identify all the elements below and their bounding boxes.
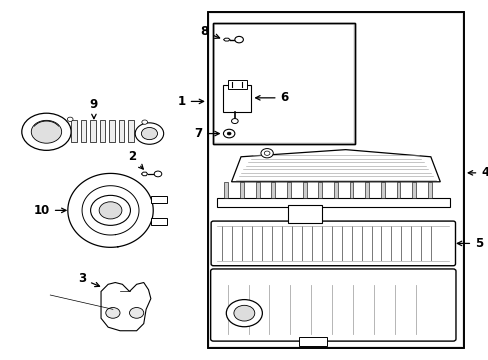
Circle shape xyxy=(99,202,122,219)
Text: 4: 4 xyxy=(468,166,488,179)
Polygon shape xyxy=(119,120,124,143)
Polygon shape xyxy=(141,172,147,176)
Bar xyxy=(288,205,321,223)
Polygon shape xyxy=(90,120,96,143)
Circle shape xyxy=(261,149,273,158)
Circle shape xyxy=(154,171,162,177)
Circle shape xyxy=(135,123,163,144)
Circle shape xyxy=(142,120,147,124)
Polygon shape xyxy=(365,182,368,198)
Text: 1: 1 xyxy=(177,95,203,108)
Text: 2: 2 xyxy=(127,150,143,169)
Bar xyxy=(207,12,463,348)
Text: 3: 3 xyxy=(78,273,100,287)
Polygon shape xyxy=(380,182,384,198)
Polygon shape xyxy=(240,182,244,198)
Polygon shape xyxy=(100,120,105,143)
Circle shape xyxy=(141,127,157,140)
Polygon shape xyxy=(68,174,153,247)
Circle shape xyxy=(90,195,130,225)
Polygon shape xyxy=(396,182,400,198)
Polygon shape xyxy=(151,217,167,225)
Polygon shape xyxy=(333,182,337,198)
Polygon shape xyxy=(81,120,86,143)
Text: 8: 8 xyxy=(200,25,219,39)
Polygon shape xyxy=(286,182,290,198)
Circle shape xyxy=(233,305,254,321)
Circle shape xyxy=(129,307,143,318)
Circle shape xyxy=(105,307,120,318)
Polygon shape xyxy=(224,182,228,198)
Polygon shape xyxy=(71,120,77,143)
Polygon shape xyxy=(217,198,449,207)
Circle shape xyxy=(234,36,243,43)
Bar xyxy=(298,337,326,346)
Text: 10: 10 xyxy=(34,204,66,217)
Bar xyxy=(212,23,354,144)
Circle shape xyxy=(226,300,262,327)
Circle shape xyxy=(231,118,238,123)
Bar xyxy=(207,12,463,348)
Polygon shape xyxy=(128,120,134,143)
Circle shape xyxy=(264,151,269,156)
Text: 5: 5 xyxy=(456,237,482,250)
Polygon shape xyxy=(411,182,415,198)
Text: 7: 7 xyxy=(194,127,219,140)
Text: 6: 6 xyxy=(255,91,288,104)
Bar xyxy=(215,24,352,143)
Bar xyxy=(212,23,354,144)
Polygon shape xyxy=(302,182,306,198)
Polygon shape xyxy=(427,182,431,198)
Polygon shape xyxy=(271,182,275,198)
Bar xyxy=(223,85,251,112)
Polygon shape xyxy=(349,182,353,198)
Text: 9: 9 xyxy=(90,99,98,119)
FancyBboxPatch shape xyxy=(210,269,455,341)
Bar xyxy=(210,14,461,346)
Polygon shape xyxy=(318,182,322,198)
Polygon shape xyxy=(101,283,151,331)
Circle shape xyxy=(67,117,73,121)
FancyBboxPatch shape xyxy=(211,221,454,266)
Bar xyxy=(227,80,246,89)
Polygon shape xyxy=(109,120,115,143)
Circle shape xyxy=(22,113,71,150)
Circle shape xyxy=(227,132,231,135)
Polygon shape xyxy=(223,38,230,41)
Circle shape xyxy=(31,120,61,143)
Polygon shape xyxy=(151,196,167,203)
Circle shape xyxy=(223,129,234,138)
Polygon shape xyxy=(231,150,439,182)
Polygon shape xyxy=(255,182,259,198)
